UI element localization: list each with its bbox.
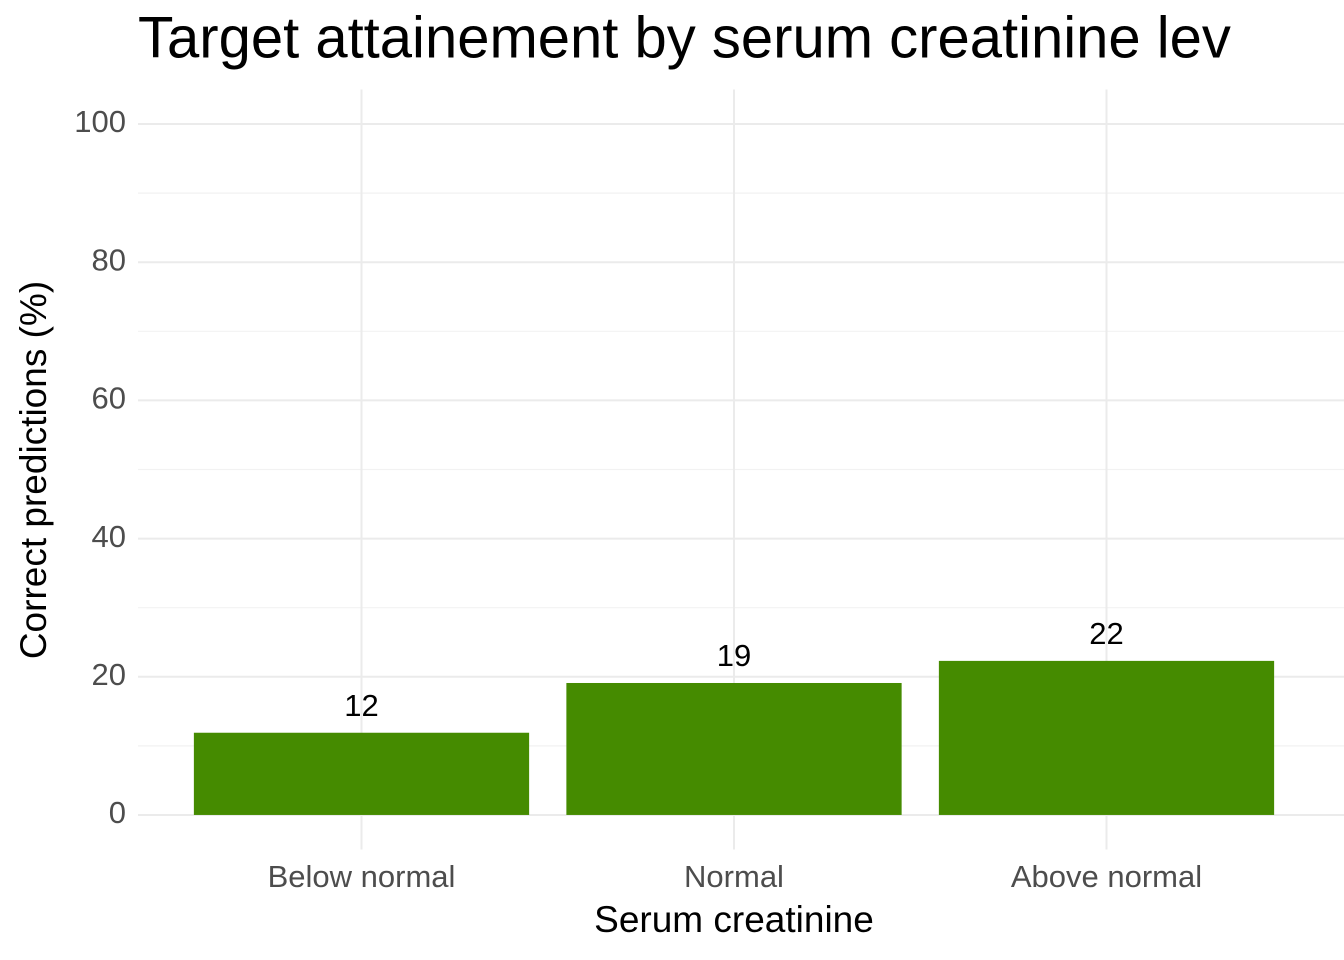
x-tick-label: Normal xyxy=(684,859,784,894)
y-tick-label: 100 xyxy=(74,104,126,139)
value-label: 22 xyxy=(1089,616,1123,651)
y-tick-label: 40 xyxy=(92,519,126,554)
value-label: 12 xyxy=(344,688,378,723)
y-tick-label: 20 xyxy=(92,657,126,692)
x-axis-title: Serum creatinine xyxy=(594,899,874,940)
value-label: 19 xyxy=(717,638,751,673)
marks xyxy=(193,660,1275,815)
chart-title: Target attainement by serum creatinine l… xyxy=(138,5,1231,70)
y-axis-title: Correct predictions (%) xyxy=(13,281,54,659)
bar xyxy=(193,732,530,815)
y-tick-label: 0 xyxy=(109,795,126,830)
x-tick-label: Above normal xyxy=(1011,859,1202,894)
bar xyxy=(938,660,1275,815)
y-tick-label: 80 xyxy=(92,242,126,277)
y-tick-label: 60 xyxy=(92,381,126,416)
bar xyxy=(566,682,902,815)
x-tick-label: Below normal xyxy=(268,859,456,894)
